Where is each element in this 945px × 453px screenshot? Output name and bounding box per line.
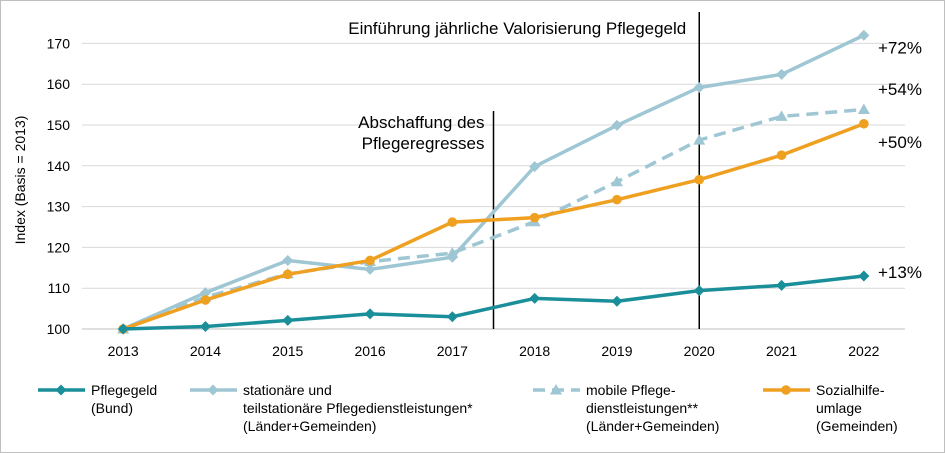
data-point-sozialhilfe bbox=[859, 118, 869, 129]
data-point-pflegegeld bbox=[117, 323, 129, 335]
data-point-sozialhilfe bbox=[365, 255, 375, 266]
data-point-stationaer bbox=[282, 254, 294, 266]
series-line-mobil bbox=[122, 107, 864, 331]
data-point-stationaer bbox=[529, 161, 541, 173]
data-point-sozialhilfe bbox=[612, 194, 622, 205]
y-tick-label: 160 bbox=[47, 76, 71, 92]
data-point-stationaer bbox=[446, 251, 458, 263]
legend-label-pflegegeld: Pflegegeld bbox=[91, 382, 157, 398]
y-tick-label: 100 bbox=[47, 321, 71, 337]
legend-label-stationaer: teilstationäre Pflegedienstleistungen* bbox=[243, 400, 473, 416]
legend-label-mobil: mobile Pflege- bbox=[586, 382, 676, 398]
series-line-stationaer bbox=[122, 33, 865, 331]
legend-marker-pflegegeld bbox=[55, 384, 67, 396]
y-tick-label: 170 bbox=[47, 35, 71, 51]
x-tick-label: 2017 bbox=[437, 343, 468, 359]
data-point-mobil bbox=[775, 110, 788, 121]
data-point-sozialhilfe bbox=[447, 217, 458, 227]
data-point-stationaer bbox=[693, 81, 705, 93]
end-label-stationaer: +72% bbox=[878, 38, 922, 57]
data-point-mobil bbox=[693, 134, 706, 145]
data-point-sozialhilfe bbox=[694, 174, 705, 185]
y-axis-title: Index (Basis = 2013) bbox=[12, 116, 28, 245]
x-tick-label: 2021 bbox=[766, 343, 797, 359]
data-point-sozialhilfe bbox=[776, 150, 787, 160]
legend-label-stationaer: stationäre und bbox=[243, 382, 332, 398]
data-point-pflegegeld bbox=[529, 292, 541, 304]
data-point-stationaer bbox=[199, 287, 211, 299]
annotation-label-valorisierung: Einführung jährliche Valorisierung Pfleg… bbox=[348, 19, 686, 38]
end-label-mobil: +54% bbox=[878, 80, 922, 99]
data-point-mobil bbox=[857, 103, 870, 114]
data-point-stationaer bbox=[776, 68, 788, 80]
data-point-mobil bbox=[610, 175, 623, 187]
series-line-sozialhilfe bbox=[122, 122, 865, 331]
x-tick-label: 2016 bbox=[354, 343, 385, 359]
data-point-stationaer bbox=[858, 29, 870, 41]
legend-marker-stationaer bbox=[207, 384, 219, 396]
data-point-pflegegeld bbox=[776, 279, 788, 291]
legend-label-stationaer: (Länder+Gemeinden) bbox=[243, 418, 376, 434]
x-tick-label: 2013 bbox=[108, 343, 139, 359]
x-tick-label: 2022 bbox=[848, 343, 879, 359]
end-label-pflegegeld: +13% bbox=[878, 263, 922, 282]
legend-label-sozialhilfe: Sozialhilfe- bbox=[816, 382, 885, 398]
legend-label-sozialhilfe: (Gemeinden) bbox=[816, 418, 898, 434]
data-point-sozialhilfe bbox=[529, 212, 540, 223]
data-point-pflegegeld bbox=[364, 308, 376, 320]
x-tick-label: 2019 bbox=[601, 343, 632, 359]
legend-marker-mobil bbox=[550, 384, 562, 395]
data-point-pflegegeld bbox=[611, 295, 623, 307]
annotation-label-regress: Abschaffung des bbox=[358, 113, 484, 132]
end-label-sozialhilfe: +50% bbox=[878, 133, 922, 152]
legend-label-mobil: (Länder+Gemeinden) bbox=[586, 418, 719, 434]
data-point-pflegegeld bbox=[282, 314, 294, 326]
legend-marker-sozialhilfe bbox=[781, 385, 791, 395]
y-tick-label: 140 bbox=[47, 158, 71, 174]
x-tick-label: 2014 bbox=[190, 343, 221, 359]
legend-label-sozialhilfe: umlage bbox=[816, 400, 862, 416]
data-point-sozialhilfe bbox=[282, 269, 293, 280]
x-tick-label: 2018 bbox=[519, 343, 550, 359]
data-point-stationaer bbox=[364, 263, 376, 275]
data-point-pflegegeld bbox=[199, 321, 211, 333]
data-point-pflegegeld bbox=[858, 270, 870, 282]
legend-label-pflegegeld: (Bund) bbox=[91, 400, 133, 416]
data-point-stationaer bbox=[611, 119, 623, 131]
series-line-pflegegeld bbox=[123, 274, 865, 331]
y-tick-label: 150 bbox=[47, 117, 71, 133]
data-point-pflegegeld bbox=[693, 285, 705, 297]
x-tick-label: 2015 bbox=[272, 343, 303, 359]
data-point-sozialhilfe bbox=[200, 295, 211, 305]
legend-label-mobil: dienstleistungen** bbox=[586, 400, 699, 416]
data-point-pflegegeld bbox=[446, 311, 458, 323]
y-tick-label: 130 bbox=[47, 199, 71, 215]
y-tick-label: 120 bbox=[47, 239, 71, 255]
y-tick-label: 110 bbox=[48, 280, 71, 296]
x-tick-label: 2020 bbox=[684, 343, 715, 359]
annotation-label-regress: Pflegeregresses bbox=[362, 134, 485, 153]
